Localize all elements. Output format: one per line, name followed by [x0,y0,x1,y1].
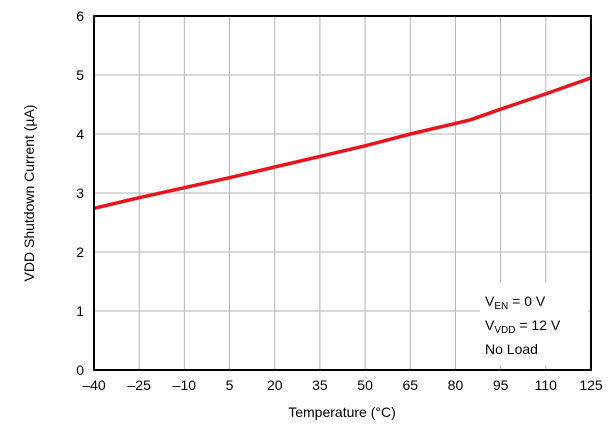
y-tick-label: 0 [76,362,84,378]
annotation-no-load: No Load [485,341,538,357]
y-tick-label: 1 [76,303,84,319]
x-tick-label: –10 [173,377,197,393]
conditions-annotation: VEN = 0 V VVDD = 12 V No Load [480,283,588,365]
x-tick-label: –25 [128,377,152,393]
x-tick-label: 5 [226,377,234,393]
x-tick-label: 80 [448,377,464,393]
x-axis-title: Temperature (°C) [288,404,396,420]
x-tick-label: 95 [493,377,509,393]
x-tick-label: 125 [579,377,603,393]
grid-lines [94,16,591,370]
y-axis-title: VDD Shutdown Current (µA) [21,105,37,282]
series-layer [93,76,592,211]
x-axis-tick-labels: –40 –25 –10 5 20 35 50 65 80 95 110 125 [82,377,603,393]
annotation-background [480,283,588,365]
x-tick-label: 50 [357,377,373,393]
y-tick-label: 6 [76,8,84,24]
y-tick-label: 4 [76,126,84,142]
annotation-ven: VEN = 0 V [485,293,546,312]
y-axis-tick-labels: 0 1 2 3 4 5 6 [76,8,84,378]
y-tick-label: 3 [76,185,84,201]
x-tick-label: 65 [402,377,418,393]
annotation-vvdd: VVDD = 12 V [485,317,561,336]
plot-area-frame [93,15,592,371]
series-line [93,76,592,211]
y-tick-label: 5 [76,67,84,83]
x-tick-label: 35 [312,377,328,393]
x-tick-label: 20 [267,377,283,393]
x-tick-label: 110 [535,377,558,393]
x-tick-label: –40 [82,377,106,393]
y-tick-label: 2 [76,244,84,260]
